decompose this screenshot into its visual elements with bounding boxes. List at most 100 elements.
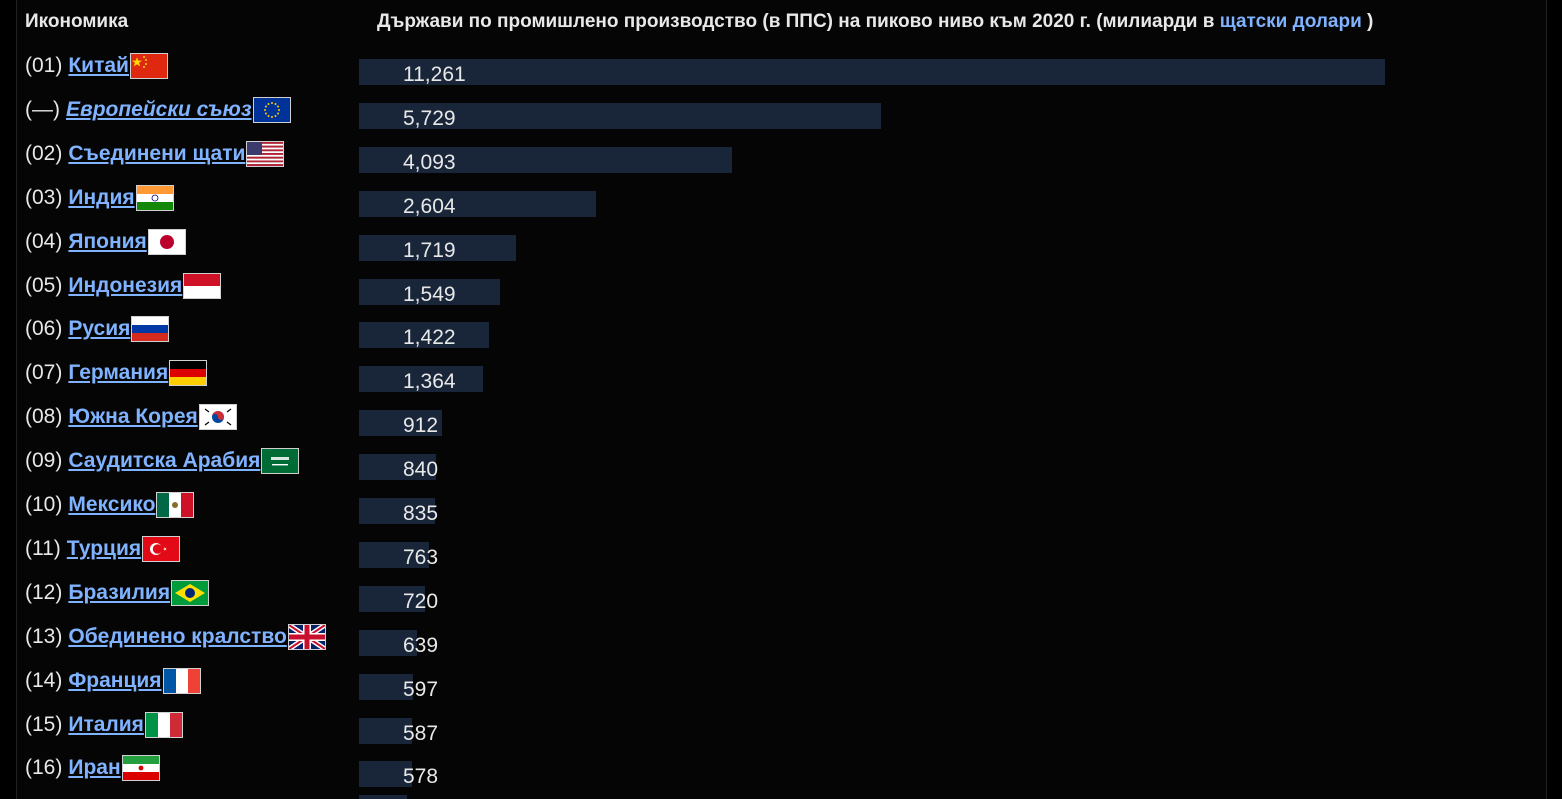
france-flag-icon[interactable] bbox=[162, 667, 201, 694]
table-row: (05) Индонезия 1,549 bbox=[0, 272, 1562, 316]
table-row: (02) Съединени щати 4,093 bbox=[0, 140, 1562, 184]
country-link[interactable]: Саудитска Арабия bbox=[68, 449, 261, 473]
row-label: (14) Франция bbox=[25, 667, 201, 695]
rank-label: (03) bbox=[25, 185, 63, 209]
indonesia-flag-icon[interactable] bbox=[183, 272, 222, 299]
india-flag-icon[interactable] bbox=[135, 184, 174, 211]
row-label: (04) Япония bbox=[25, 228, 186, 256]
rank-label: (08) bbox=[25, 405, 63, 429]
country-link[interactable]: Индия bbox=[68, 185, 135, 209]
bar-value-label: 840 bbox=[403, 458, 439, 482]
row-label: (05) Индонезия bbox=[25, 272, 222, 300]
bar bbox=[359, 629, 417, 656]
table-row: (—) Европейски съюз 5,729 bbox=[0, 96, 1562, 140]
table-row: (11) Турция 763 bbox=[0, 535, 1562, 579]
bar-value-label: 1,364 bbox=[403, 370, 456, 394]
bar-value-label: 11,261 bbox=[403, 63, 466, 86]
row-label: (11) Турция bbox=[25, 535, 181, 563]
mexico-flag-icon[interactable] bbox=[156, 492, 195, 518]
table-row: (06) Русия 1,422 bbox=[0, 315, 1562, 359]
row-label: (09) Саудитска Арабия bbox=[25, 447, 300, 475]
bar bbox=[359, 102, 881, 129]
country-link[interactable]: Италия bbox=[68, 712, 144, 736]
country-link[interactable]: Турция bbox=[66, 536, 142, 560]
country-link[interactable]: Русия bbox=[68, 317, 131, 341]
country-link[interactable]: Европейски съюз bbox=[66, 97, 252, 121]
table-row: (14) Франция 597 bbox=[0, 667, 1562, 711]
bar bbox=[359, 322, 489, 349]
country-link[interactable]: Обединено кралство bbox=[68, 624, 287, 648]
eu-flag-icon[interactable] bbox=[252, 96, 291, 123]
row-label: (16) Иран bbox=[25, 754, 160, 782]
bar-value-label: 587 bbox=[403, 721, 439, 745]
bar-value-label: 578 bbox=[403, 765, 439, 789]
bar-value-label: 4,093 bbox=[403, 150, 456, 174]
saudi-arabia-flag-icon[interactable] bbox=[261, 448, 300, 475]
row-label: (—) Европейски съюз bbox=[25, 96, 291, 124]
bar-value-label: 1,549 bbox=[403, 282, 456, 306]
country-link[interactable]: Франция bbox=[68, 668, 162, 692]
bar-value-label: 2,604 bbox=[403, 194, 456, 218]
country-link[interactable]: Южна Корея bbox=[68, 405, 198, 429]
country-link[interactable]: Япония bbox=[68, 229, 147, 253]
bar-value-label: 763 bbox=[403, 545, 439, 569]
row-label: (03) Индия bbox=[25, 184, 174, 212]
row-label: (07) Германия bbox=[25, 359, 208, 387]
bar bbox=[359, 410, 442, 437]
bar-value-label: 835 bbox=[403, 502, 439, 525]
country-link[interactable]: Германия bbox=[68, 361, 169, 385]
bar bbox=[359, 673, 413, 700]
country-link[interactable]: Китай bbox=[68, 54, 129, 77]
us-dollars-link[interactable]: щатски долари bbox=[1219, 11, 1362, 32]
bar bbox=[359, 498, 435, 524]
chart-title: Държави по промишлено производство (в ПП… bbox=[377, 10, 1373, 34]
rank-label: (09) bbox=[25, 449, 63, 473]
rank-label: (15) bbox=[25, 712, 63, 736]
bar-value-label: 912 bbox=[403, 414, 439, 438]
iran-flag-icon[interactable] bbox=[121, 755, 160, 782]
bar bbox=[359, 454, 436, 481]
brazil-flag-icon[interactable] bbox=[171, 579, 210, 606]
rank-label: (02) bbox=[25, 141, 63, 165]
rank-label: (06) bbox=[25, 317, 63, 341]
russia-flag-icon[interactable] bbox=[131, 316, 170, 343]
rank-label: (12) bbox=[25, 580, 63, 604]
bar-value-label: 1,719 bbox=[403, 238, 456, 262]
turkey-flag-icon[interactable] bbox=[142, 535, 181, 562]
rank-label: (13) bbox=[25, 624, 63, 648]
china-flag-icon[interactable] bbox=[129, 53, 168, 79]
uk-flag-icon[interactable] bbox=[287, 623, 326, 650]
country-link[interactable]: Мексико bbox=[68, 493, 156, 516]
bar bbox=[359, 59, 1385, 85]
bar-value-label: 5,729 bbox=[403, 106, 456, 130]
bar-value-label: 639 bbox=[403, 633, 439, 657]
bar bbox=[359, 541, 429, 568]
japan-flag-icon[interactable] bbox=[147, 228, 186, 255]
row-label: (08) Южна Корея bbox=[25, 403, 237, 431]
table-border-right bbox=[1546, 0, 1547, 799]
rank-label: (07) bbox=[25, 361, 63, 385]
rank-label: (05) bbox=[25, 273, 63, 297]
country-link[interactable]: Съединени щати bbox=[68, 141, 246, 165]
row-label: (01) Китай bbox=[25, 52, 168, 80]
table-row: (08) Южна Корея 912 bbox=[0, 403, 1562, 447]
bar bbox=[359, 278, 500, 305]
rank-label: (01) bbox=[25, 54, 63, 77]
south-korea-flag-icon[interactable] bbox=[198, 404, 237, 431]
country-link[interactable]: Иран bbox=[68, 756, 121, 780]
table-row: (03) Индия 2,604 bbox=[0, 184, 1562, 228]
chart-table bbox=[16, 0, 1546, 799]
table-row: (16) Иран 578 bbox=[0, 754, 1562, 798]
row-label: (10) Мексико bbox=[25, 491, 195, 519]
economy-column-header: Икономика bbox=[25, 11, 129, 32]
row-label: (12) Бразилия bbox=[25, 579, 210, 607]
bar bbox=[359, 146, 732, 173]
row-label: (15) Италия bbox=[25, 711, 183, 739]
row-label: (13) Обединено кралство bbox=[25, 623, 326, 651]
country-link[interactable]: Индонезия bbox=[68, 273, 183, 297]
rank-label: (11) bbox=[25, 536, 61, 560]
usa-flag-icon[interactable] bbox=[246, 140, 285, 167]
germany-flag-icon[interactable] bbox=[169, 360, 208, 387]
country-link[interactable]: Бразилия bbox=[68, 580, 171, 604]
italy-flag-icon[interactable] bbox=[144, 711, 183, 738]
